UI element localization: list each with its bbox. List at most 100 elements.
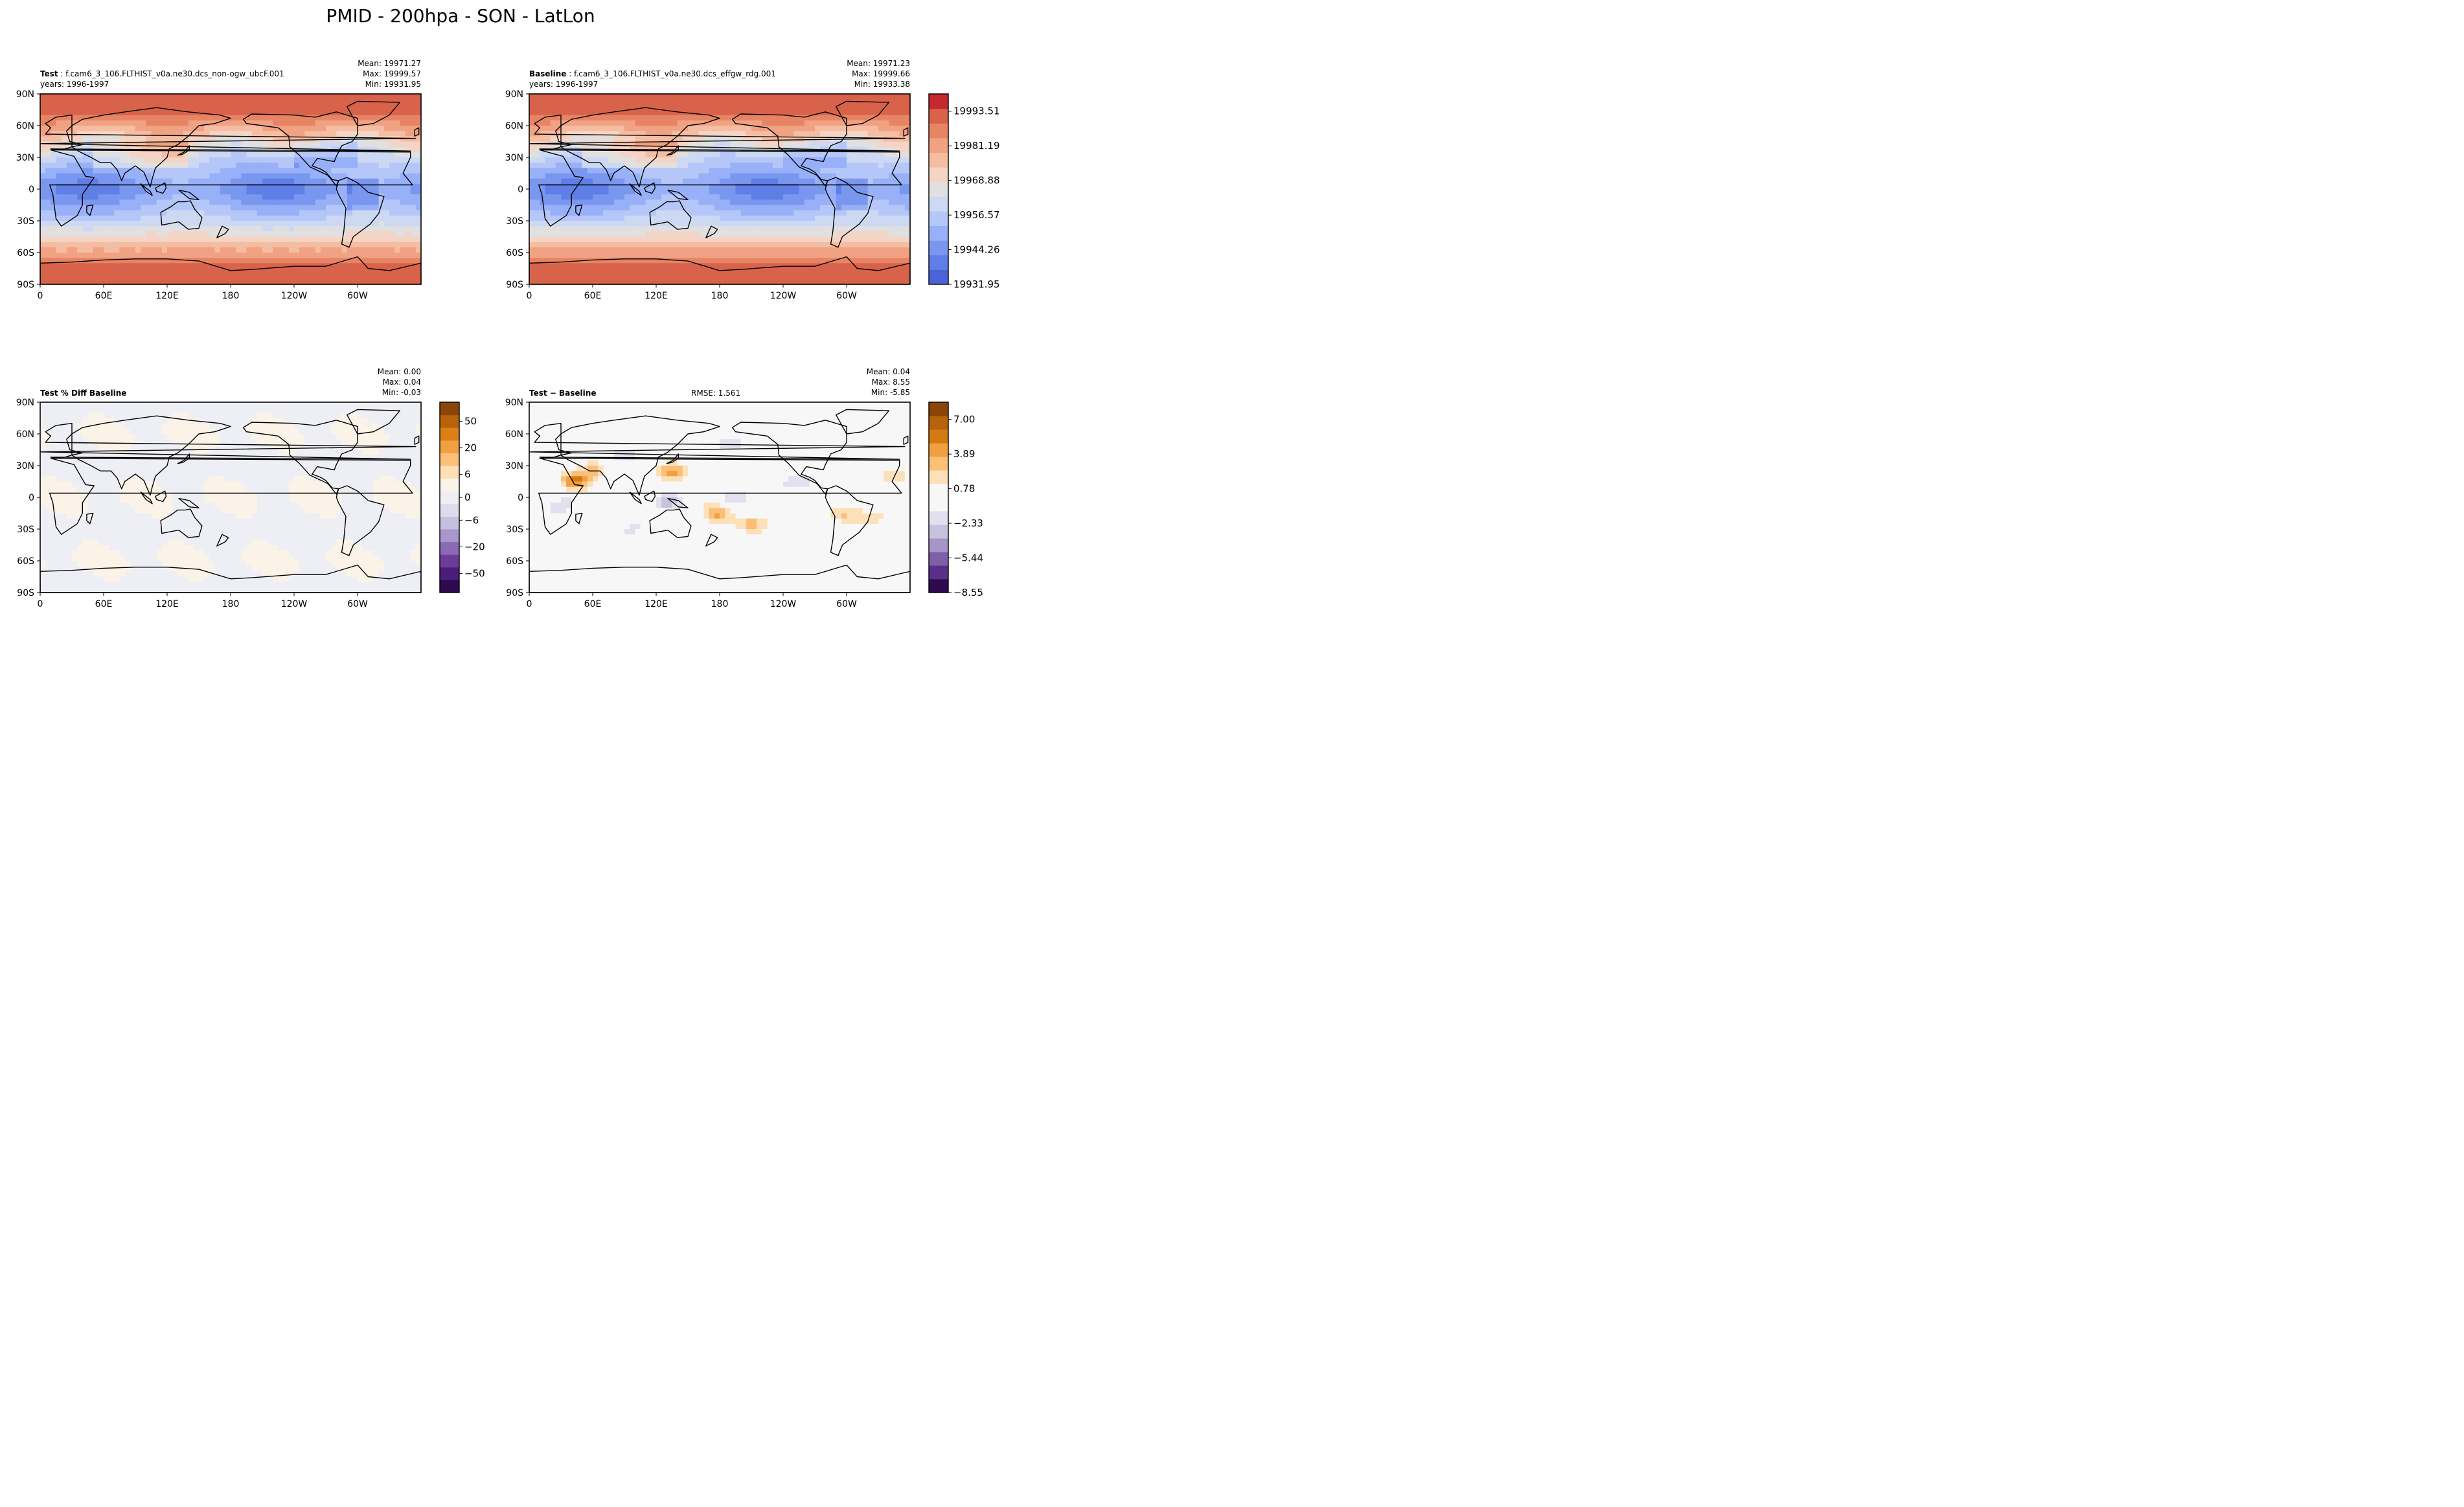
field-cell [841,109,847,116]
field-cell [767,173,773,179]
field-cell [709,99,715,105]
field-cell [135,115,141,121]
field-cell [45,152,51,158]
field-cell [77,126,83,131]
field-cell [214,104,221,111]
field-cell [141,221,146,227]
field-cell [825,131,832,137]
field-cell [836,199,842,206]
field-cell [410,126,416,131]
field-cell [777,236,784,243]
field-cell [183,258,189,264]
field-cell [847,131,852,137]
field-cell [209,278,216,284]
field-cell [677,126,683,131]
field-cell [613,104,620,111]
field-cell [172,163,178,168]
field-cell [613,163,620,168]
field-cell [751,253,757,258]
field-cell [156,210,163,216]
field-cell [378,183,385,190]
field-cell [767,242,773,248]
field-cell [904,146,910,153]
field-cell [294,278,300,284]
field-cell [363,131,369,137]
field-cell [257,183,263,190]
field-cell [762,141,768,148]
field-cell [793,141,800,148]
field-cell [172,194,178,200]
field-cell [236,210,242,216]
field-cell [156,268,163,275]
field-cell [40,136,46,142]
field-cell [809,152,816,158]
field-cell [672,226,678,232]
field-cell [529,178,535,185]
field-cell [400,136,406,142]
field-cell [383,278,390,284]
field-cell [873,242,879,248]
field-cell [172,152,178,158]
field-cell [830,99,837,105]
field-cell [735,247,742,253]
field-cell [72,109,78,116]
field-cell [262,168,268,174]
field-cell [751,236,757,243]
field-cell [788,146,794,153]
field-cell [709,199,715,206]
field-cell [183,126,189,131]
field-cell [389,146,395,153]
field-cell [889,183,895,190]
field-cell [378,236,385,243]
field-cell [619,178,625,185]
field-cell [830,173,837,179]
field-cell [836,163,842,168]
field-cell [682,115,689,121]
field-cell [241,136,247,142]
field-cell [66,157,73,163]
field-cell [389,173,395,179]
field-cell [899,199,906,206]
field-cell [603,152,610,158]
field-cell [672,242,678,248]
field-cell [299,168,305,174]
field-cell [415,189,421,195]
field-cell [87,215,94,221]
field-cell [204,231,210,238]
field-cell [320,141,326,148]
field-cell [82,194,89,200]
field-cell [209,226,216,232]
field-cell [61,152,67,158]
field-cell [220,278,226,284]
field-cell [878,104,884,111]
field-cell [624,231,630,238]
field-cell [363,173,369,179]
field-cell [251,136,258,142]
field-cell [109,236,115,243]
field-cell [635,247,641,253]
field-cell [410,278,416,284]
field-cell [746,210,752,216]
field-cell [820,163,826,168]
field-cell [672,126,678,131]
field-cell [635,173,641,179]
field-cell [534,146,540,153]
field-cell [815,178,821,185]
field-cell [730,236,736,243]
field-cell [209,152,216,158]
field-cell [283,141,290,148]
field-cell [841,189,847,195]
field-cell [804,236,810,243]
field-cell [793,258,800,264]
field-cell [899,141,906,148]
field-cell [645,226,652,232]
field-cell [225,247,231,253]
field-cell [119,94,126,100]
field-cell [231,178,236,185]
field-cell [204,152,210,158]
field-cell [730,157,736,163]
field-cell [177,109,184,116]
field-cell [119,236,126,243]
field-cell [326,126,332,131]
field-cell [368,278,374,284]
